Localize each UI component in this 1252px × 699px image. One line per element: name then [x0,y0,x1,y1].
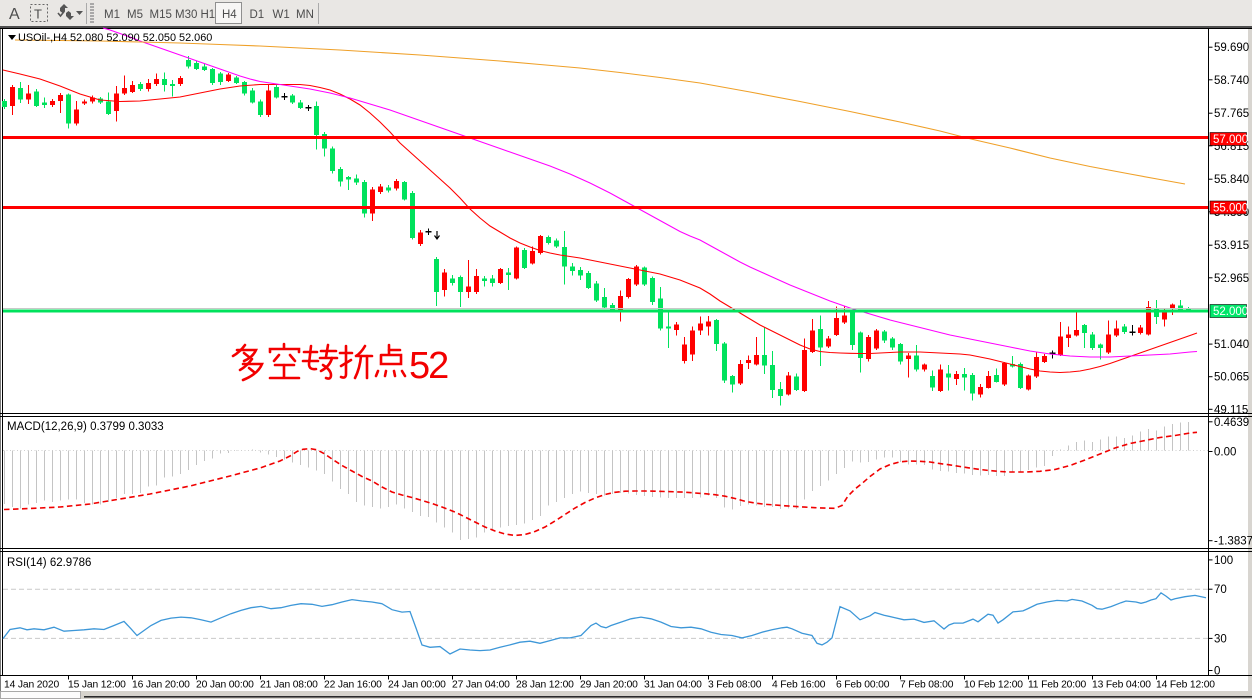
svg-text:4 Feb 16:00: 4 Feb 16:00 [772,680,826,691]
svg-text:58.740: 58.740 [1214,75,1249,87]
svg-text:49.115: 49.115 [1214,404,1248,416]
svg-text:11 Feb 20:00: 11 Feb 20:00 [1028,680,1087,691]
svg-text:0.4639: 0.4639 [1214,417,1249,429]
svg-text:H1: H1 [201,9,216,21]
svg-text:14 Jan 2020: 14 Jan 2020 [4,680,59,691]
svg-text:51.040: 51.040 [1214,339,1249,351]
svg-text:D1: D1 [250,9,265,21]
svg-text:15 Jan 12:00: 15 Jan 12:00 [68,680,126,691]
svg-text:RSI(14) 62.9786: RSI(14) 62.9786 [7,557,91,569]
svg-text:3 Feb 08:00: 3 Feb 08:00 [708,680,762,691]
svg-text:H4: H4 [222,9,237,21]
svg-text:7 Feb 08:00: 7 Feb 08:00 [900,680,954,691]
svg-text:6 Feb 00:00: 6 Feb 00:00 [836,680,890,691]
svg-text:0: 0 [1214,666,1220,678]
svg-text:28 Jan 12:00: 28 Jan 12:00 [516,680,574,691]
svg-text:M5: M5 [127,9,143,21]
svg-text:16 Jan 20:00: 16 Jan 20:00 [132,680,190,691]
svg-text:55.000: 55.000 [1213,203,1248,215]
svg-text:M30: M30 [175,9,197,21]
svg-text:30: 30 [1214,633,1227,645]
svg-text:W1: W1 [273,9,290,21]
svg-text:0.00: 0.00 [1214,447,1236,459]
svg-text:55.840: 55.840 [1214,174,1249,186]
svg-text:53.915: 53.915 [1214,240,1249,252]
svg-text:21 Jan 08:00: 21 Jan 08:00 [260,680,318,691]
svg-text:100: 100 [1214,555,1233,567]
svg-text:14 Feb 12:00: 14 Feb 12:00 [1156,680,1215,691]
svg-text:50.065: 50.065 [1214,372,1249,384]
svg-text:20 Jan 00:00: 20 Jan 00:00 [196,680,254,691]
svg-text:MACD(12,26,9) 0.3799 0.3033: MACD(12,26,9) 0.3799 0.3033 [7,421,164,433]
svg-text:70: 70 [1214,584,1227,596]
svg-text:A: A [9,6,20,23]
svg-text:57.000: 57.000 [1213,134,1248,146]
svg-text:M15: M15 [150,9,172,21]
svg-text:M1: M1 [104,9,120,21]
svg-text:57.765: 57.765 [1214,108,1249,120]
svg-text:52: 52 [409,345,448,387]
svg-text:10 Feb 12:00: 10 Feb 12:00 [964,680,1023,691]
svg-text:MN: MN [296,9,314,21]
svg-text:24 Jan 00:00: 24 Jan 00:00 [388,680,446,691]
svg-text:52.000: 52.000 [1213,306,1248,318]
svg-text:31 Jan 04:00: 31 Jan 04:00 [644,680,702,691]
svg-text:USOil-,H4 52.080 52.090 52.05: USOil-,H4 52.080 52.090 52.050 52.060 [18,32,212,44]
svg-text:13 Feb 04:00: 13 Feb 04:00 [1092,680,1151,691]
svg-text:27 Jan 04:00: 27 Jan 04:00 [452,680,510,691]
svg-text:-1.3837: -1.3837 [1214,536,1252,548]
svg-text:59.690: 59.690 [1214,42,1249,54]
svg-text:22 Jan 16:00: 22 Jan 16:00 [324,680,382,691]
svg-text:29 Jan 20:00: 29 Jan 20:00 [580,680,638,691]
svg-text:T: T [34,7,42,22]
svg-text:52.965: 52.965 [1214,273,1249,285]
